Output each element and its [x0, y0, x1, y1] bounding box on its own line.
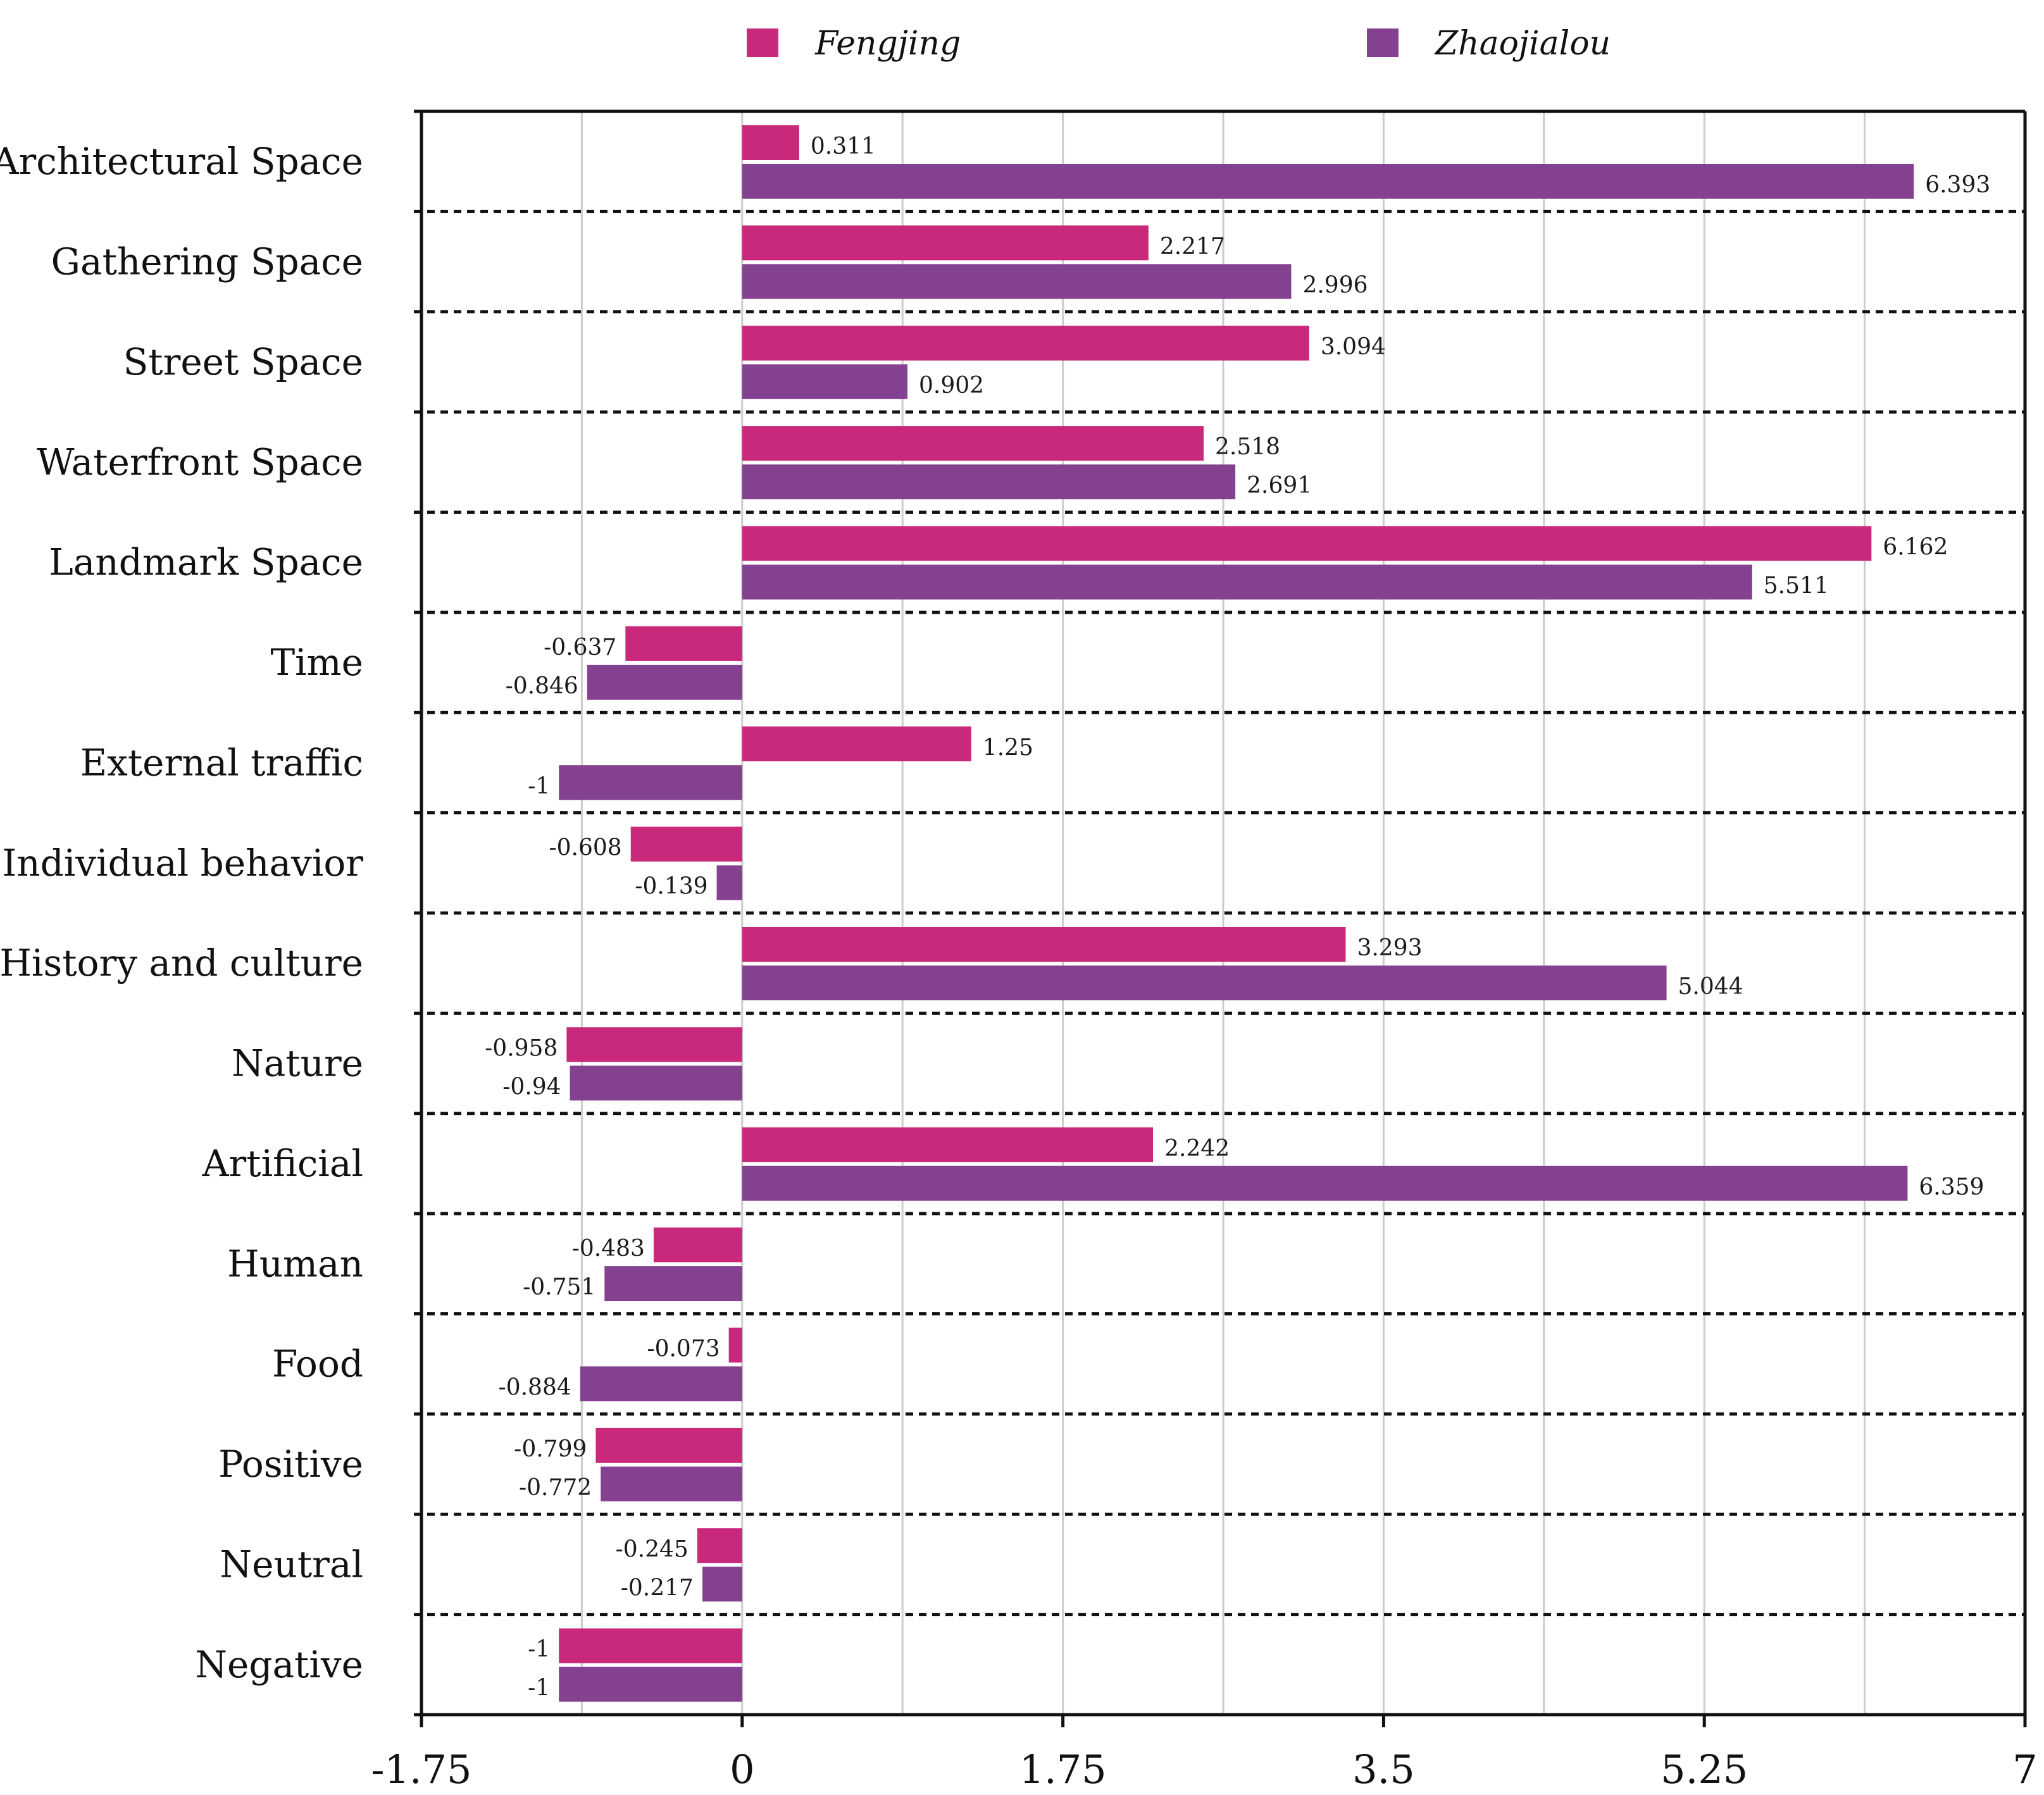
bar-value-label: -0.608	[549, 835, 621, 861]
bar-value-label: -0.958	[485, 1035, 558, 1061]
bar-value-label: -0.217	[621, 1575, 694, 1601]
bar-value-label: -0.772	[519, 1475, 592, 1501]
bar-zhaojialou-7	[716, 865, 742, 900]
bar-fengjing-11	[653, 1227, 742, 1263]
bar-fengjing-6	[742, 726, 971, 762]
bar-zhaojialou-1	[742, 264, 1292, 299]
bar-value-label: -1	[528, 773, 550, 799]
bar-value-label: 5.044	[1678, 974, 1743, 1000]
category-label: Waterfront Space	[37, 440, 363, 483]
bar-zhaojialou-4	[742, 564, 1752, 600]
category-label: Human	[227, 1242, 363, 1285]
category-label: Neutral	[220, 1543, 363, 1586]
x-tick-label: 3.5	[1352, 1746, 1415, 1792]
bar-zhaojialou-9	[570, 1065, 742, 1101]
bar-zhaojialou-11	[604, 1266, 742, 1301]
x-tick-label: -1.75	[371, 1746, 472, 1792]
bar-fengjing-8	[742, 927, 1346, 962]
bar-value-label: -0.799	[514, 1436, 587, 1462]
bar-value-label: -0.245	[616, 1536, 689, 1562]
bar-zhaojialou-6	[559, 765, 742, 800]
bars	[559, 125, 1914, 1702]
bar-zhaojialou-8	[742, 966, 1667, 1000]
bar-value-label: 2.242	[1164, 1136, 1230, 1162]
bar-zhaojialou-14	[702, 1567, 742, 1602]
bar-value-label: 6.393	[1925, 172, 1990, 198]
bar-value-label: -0.846	[506, 673, 578, 699]
bar-fengjing-5	[625, 626, 742, 661]
legend-swatch-zhaojialou	[1367, 28, 1399, 57]
bar-value-label: 2.996	[1302, 272, 1368, 298]
legend-swatch-fengjing	[747, 28, 778, 57]
x-tick-label: 7	[2012, 1746, 2037, 1792]
bar-value-label: 6.359	[1919, 1174, 1984, 1200]
category-labels: Architectural Space Gathering Space Street…	[0, 140, 363, 1686]
category-label: History and culture	[0, 941, 363, 984]
category-label: Time	[270, 641, 363, 684]
bar-value-label: -0.637	[544, 635, 616, 661]
category-label: Street Space	[123, 340, 363, 383]
bar-value-label: -0.751	[523, 1274, 595, 1300]
category-label: Gathering Space	[51, 240, 363, 283]
x-tick-label: 1.75	[1019, 1746, 1107, 1792]
category-label: Individual behavior	[2, 842, 363, 885]
bar-value-label: 3.293	[1357, 935, 1422, 961]
bar-value-label: -0.94	[502, 1074, 561, 1100]
bar-value-label: -0.073	[647, 1336, 720, 1362]
bar-value-label: 3.094	[1321, 334, 1386, 360]
category-label: Landmark Space	[49, 541, 363, 584]
x-tick-label: 5.25	[1661, 1746, 1748, 1792]
bar-fengjing-3	[742, 426, 1204, 461]
bar-value-label: 0.311	[811, 134, 876, 159]
bar-fengjing-0	[742, 125, 799, 160]
bar-value-label: 2.518	[1215, 434, 1280, 460]
bar-value-label: -1	[528, 1675, 550, 1701]
bar-fengjing-1	[742, 225, 1149, 261]
axes	[414, 109, 2027, 1727]
bar-value-label: 2.217	[1160, 233, 1225, 259]
bar-fengjing-12	[728, 1327, 742, 1363]
bar-value-label: 6.162	[1883, 535, 1948, 561]
bar-zhaojialou-10	[742, 1165, 1908, 1201]
bar-fengjing-9	[566, 1027, 742, 1062]
bar-value-label: 5.511	[1764, 573, 1829, 599]
category-label: Architectural Space	[0, 140, 363, 183]
bar-fengjing-14	[697, 1528, 742, 1563]
category-label: Artificial	[202, 1142, 363, 1185]
bar-value-label: -1	[528, 1637, 550, 1663]
legend: Fengjing Zhaojialou	[747, 25, 1611, 63]
category-label: Food	[272, 1343, 363, 1386]
category-label: Negative	[195, 1643, 363, 1686]
x-tick-label: 0	[730, 1746, 754, 1792]
bar-zhaojialou-15	[559, 1667, 742, 1702]
bar-zhaojialou-2	[742, 364, 908, 399]
bar-value-label: 1.25	[983, 735, 1033, 761]
bar-value-label: -0.483	[572, 1236, 645, 1262]
category-label: Positive	[218, 1443, 363, 1486]
legend-label-fengjing: Fengjing	[814, 25, 961, 63]
bar-zhaojialou-12	[580, 1366, 742, 1401]
bar-value-label: -0.884	[499, 1375, 571, 1401]
bar-zhaojialou-13	[601, 1466, 742, 1501]
bar-zhaojialou-0	[742, 164, 1914, 199]
bar-fengjing-7	[630, 826, 742, 862]
bar-zhaojialou-5	[587, 664, 742, 700]
x-tick-labels: -1.75 0 1.75 3.5 5.25 7	[371, 1746, 2038, 1792]
bar-fengjing-13	[595, 1427, 742, 1463]
bar-value-label: -0.139	[635, 874, 707, 900]
bar-value-labels: 0.311 2.217 3.094 2.518 6.162 -0.637 1.25 -0.60…	[485, 134, 1990, 1701]
bar-zhaojialou-3	[742, 464, 1236, 500]
legend-label-zhaojialou: Zhaojialou	[1434, 25, 1611, 63]
bar-value-label: 2.691	[1247, 473, 1312, 499]
category-label: External traffic	[80, 741, 363, 784]
bar-value-label: 0.902	[919, 373, 984, 399]
category-label: Nature	[232, 1042, 363, 1085]
category-separators	[414, 209, 2025, 1617]
bar-fengjing-2	[742, 325, 1309, 361]
bar-fengjing-4	[742, 526, 1872, 561]
bar-fengjing-15	[559, 1628, 742, 1663]
bar-fengjing-10	[742, 1127, 1154, 1162]
